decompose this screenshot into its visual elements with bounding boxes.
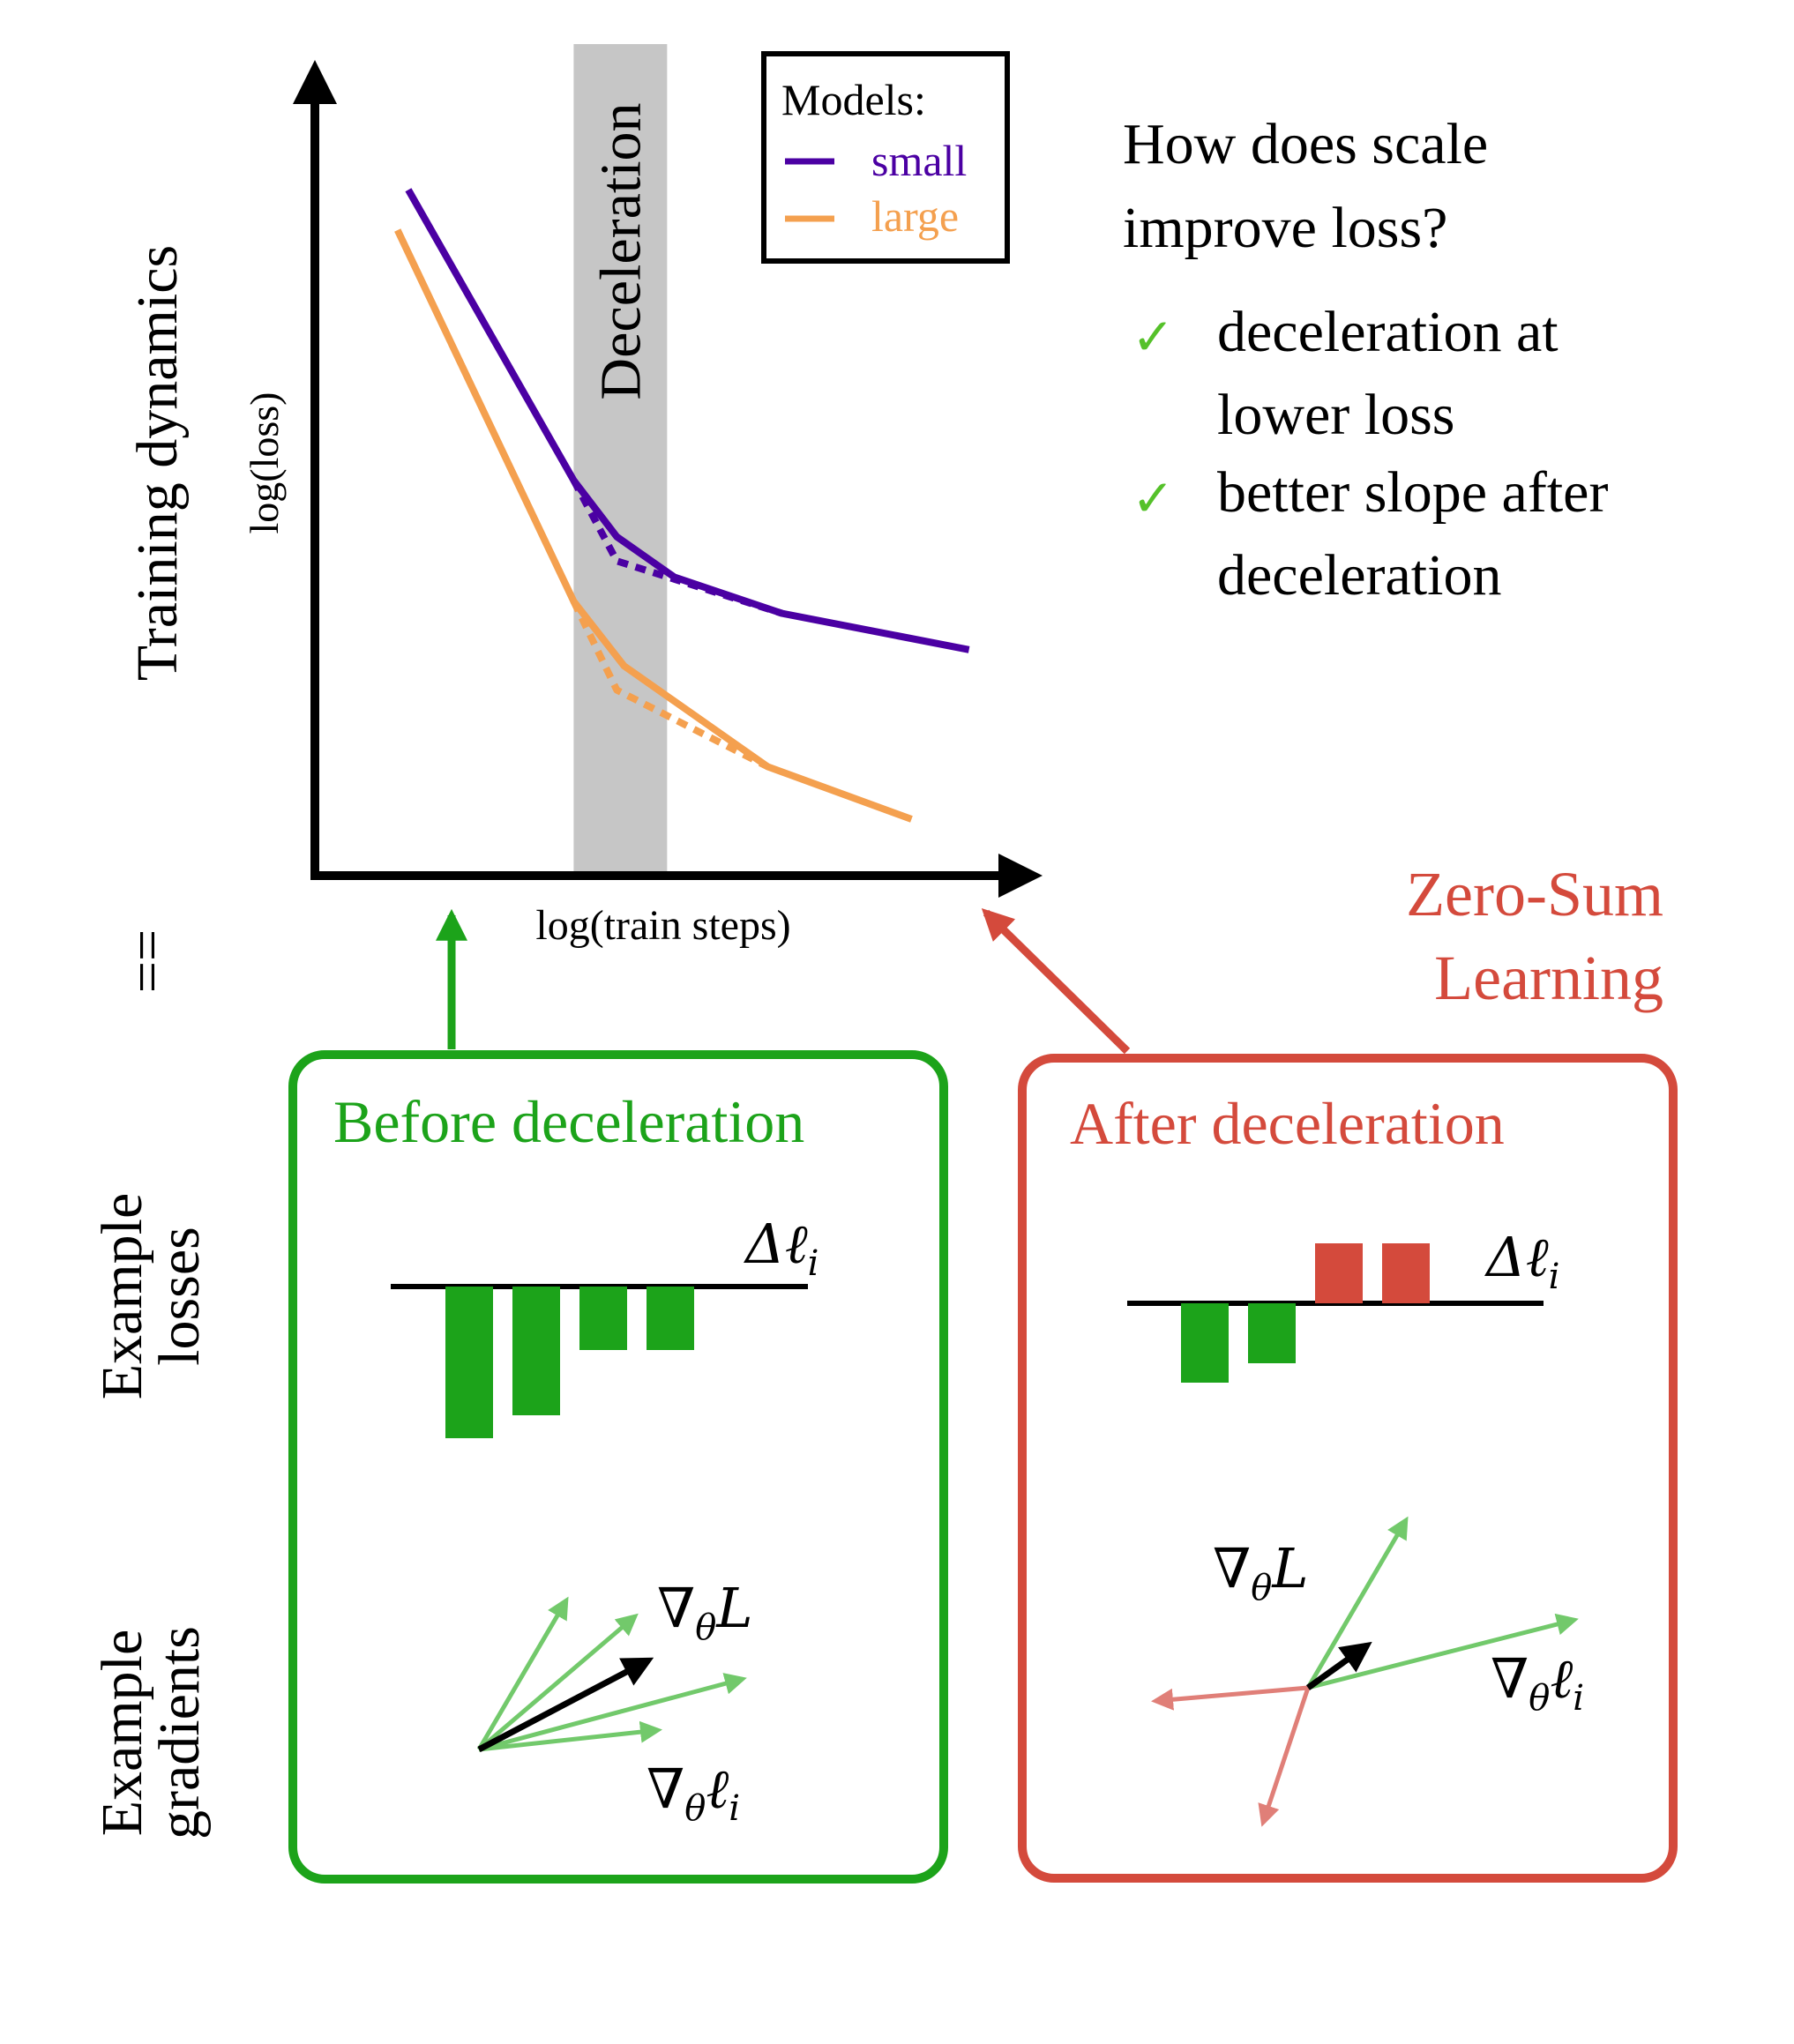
question-item2-line2: deceleration	[1217, 543, 1501, 608]
loss-decrease-bar	[579, 1287, 627, 1350]
series-line-large-dotted	[570, 600, 770, 771]
before-example-gradient-label: ∇θℓi	[647, 1757, 740, 1829]
check-icon: ✓	[1132, 470, 1175, 527]
series-line-small-dotted	[570, 478, 783, 617]
legend-label-large: large	[871, 191, 959, 241]
before-bars	[445, 1287, 694, 1438]
x-axis-label: log(train steps)	[535, 902, 790, 949]
red-connector-arrow	[981, 907, 1131, 1055]
before-total-gradient-label: ∇θL	[657, 1576, 753, 1648]
after-total-gradient-label: ∇θL	[1213, 1536, 1309, 1608]
after-example-gradient-label: ∇θℓi	[1491, 1646, 1584, 1719]
question-item2-line1: better slope after	[1217, 460, 1608, 525]
after-panel-title: After deceleration	[1070, 1090, 1505, 1157]
row-label-example-losses-1: Example	[90, 1193, 154, 1400]
after-panel-frame	[1018, 1054, 1678, 1883]
series-line-large	[394, 228, 913, 823]
loss-decrease-bar	[512, 1287, 560, 1415]
training-dynamics-plot: Deceleration log(loss) log(train steps) …	[242, 44, 1043, 949]
conflicting-gradient-arrow	[1258, 1687, 1311, 1827]
zero-sum-line-1: Zero-Sum	[1406, 859, 1663, 929]
row-label-example-gradients-1: Example	[90, 1630, 154, 1837]
deceleration-band	[573, 44, 668, 876]
total-gradient-arrow	[1305, 1641, 1372, 1690]
example-gradient-arrow	[1307, 1613, 1579, 1690]
after-panel: After deceleration Δℓi ∇θL ∇θℓi	[1018, 1054, 1678, 1883]
total-gradient-arrow	[477, 1657, 654, 1753]
series-layer	[394, 188, 970, 823]
before-panel: Before deceleration Δℓi ∇θL ∇θℓi	[288, 1050, 948, 1884]
before-panel-frame	[288, 1050, 948, 1884]
after-gradients: ∇θL ∇θℓi	[1151, 1516, 1584, 1827]
before-gradients: ∇θL ∇θℓi	[476, 1576, 753, 1829]
question-item1-line1: deceleration at	[1217, 300, 1559, 364]
equals-sign: ==	[116, 929, 178, 993]
row-label-training-dynamics: Training dynamics	[125, 245, 190, 681]
y-axis-label: log(loss)	[242, 392, 287, 534]
example-gradient-arrow	[1305, 1516, 1409, 1690]
conflicting-gradient-arrow	[1151, 1685, 1309, 1711]
row-label-example-losses-2: losses	[147, 1227, 212, 1366]
question-line-1: How does scale	[1123, 112, 1488, 176]
before-panel-title: Before deceleration	[333, 1088, 804, 1155]
loss-increase-bar	[1315, 1243, 1363, 1303]
loss-decrease-bar	[445, 1287, 493, 1438]
legend-label-small: small	[871, 136, 967, 185]
legend-box	[761, 51, 1010, 264]
legend-title: Models:	[781, 75, 926, 124]
deceleration-band-label: Deceleration	[588, 102, 653, 399]
loss-decrease-bar	[1181, 1303, 1229, 1383]
loss-decrease-bar	[647, 1287, 694, 1350]
row-label-example-gradients-2: gradients	[147, 1626, 212, 1839]
question-line-2: improve loss?	[1123, 196, 1447, 260]
example-gradient-arrow	[476, 1596, 569, 1751]
before-delta-label: Δℓi	[744, 1212, 819, 1284]
series-line-small	[405, 188, 970, 653]
loss-decrease-bar	[1248, 1303, 1296, 1363]
example-gradient-arrow	[478, 1720, 662, 1752]
example-gradient-arrow	[478, 1673, 747, 1752]
question-item1-line2: lower loss	[1217, 383, 1454, 447]
loss-increase-bar	[1382, 1243, 1430, 1303]
check-icon: ✓	[1132, 309, 1175, 366]
question-block: How does scale improve loss? ✓ decelerat…	[1123, 112, 1608, 608]
zero-sum-line-2: Learning	[1434, 943, 1663, 1013]
legend: Models: small large	[761, 51, 1010, 264]
after-bars	[1181, 1243, 1430, 1383]
after-delta-label: Δℓi	[1484, 1225, 1559, 1297]
example-gradient-arrow	[477, 1613, 639, 1751]
